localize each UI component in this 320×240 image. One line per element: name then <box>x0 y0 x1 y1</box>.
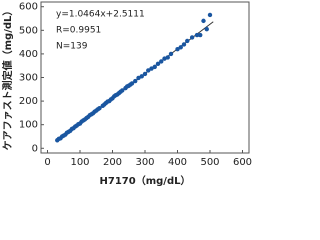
x-tick-label: 400 <box>168 157 187 168</box>
x-axis-label: H7170（mg/dL） <box>100 174 191 187</box>
y-tick-label: 300 <box>19 73 38 84</box>
point <box>142 71 148 77</box>
point <box>207 12 213 18</box>
x-tick-label: 600 <box>233 157 252 168</box>
point <box>136 75 141 81</box>
point <box>185 38 190 44</box>
annotation: y=1.0464x+2.5111 <box>56 10 145 20</box>
point <box>152 64 157 70</box>
x-tick-label: 500 <box>200 157 219 168</box>
y-tick-label: 600 <box>19 2 38 13</box>
point <box>178 45 183 50</box>
x-tick-label: 0 <box>44 157 50 168</box>
point <box>204 26 209 32</box>
y-tick-label: 400 <box>19 49 38 60</box>
point <box>159 59 164 64</box>
point <box>149 66 154 71</box>
point <box>201 18 206 24</box>
y-tick-label: 0 <box>32 143 38 154</box>
y-axis-label: ケアファスト測定値（mg/dL） <box>1 6 14 151</box>
point <box>194 32 200 38</box>
y-tick-label: 200 <box>19 96 38 107</box>
point <box>181 42 187 47</box>
y-tick-label: 500 <box>19 25 38 36</box>
point <box>175 46 180 52</box>
x-tick-label: 300 <box>135 157 154 168</box>
annotation: R=0.9951 <box>56 26 101 36</box>
annotation: N=139 <box>56 42 88 52</box>
point <box>168 51 174 57</box>
page: {"chart_data": {"type": "scatter", "x_la… <box>1 1 253 187</box>
point <box>120 88 125 93</box>
point <box>189 35 195 40</box>
point <box>133 78 138 84</box>
x-tick-label: 200 <box>103 157 122 168</box>
point <box>165 55 170 60</box>
point <box>146 68 151 73</box>
point <box>155 61 161 67</box>
point <box>139 74 144 79</box>
y-tick-label: 100 <box>19 120 38 131</box>
point <box>97 105 102 111</box>
chart: y=1.0464x+2.5111 R=0.9951 N=139 H7170（mg… <box>1 1 252 187</box>
point <box>198 32 203 38</box>
x-tick-label: 100 <box>70 157 89 168</box>
point <box>129 81 135 86</box>
